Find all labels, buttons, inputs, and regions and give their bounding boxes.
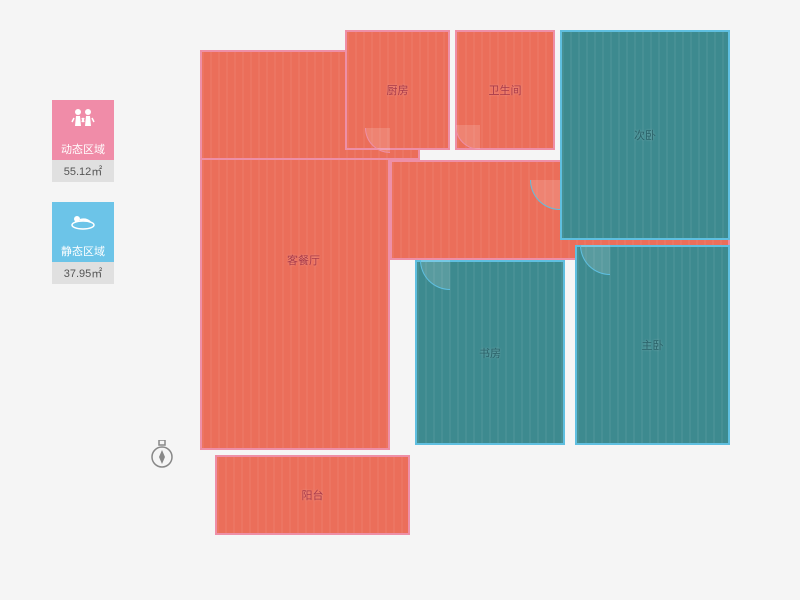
static-zone-icon <box>52 202 114 240</box>
room-kitchen: 厨房 <box>345 30 450 150</box>
room-study: 书房 <box>415 260 565 445</box>
static-label: 静态区域 <box>52 240 114 262</box>
floorplan: 客餐厅 厨房 卫生间阳台 次卧书房 主卧 <box>190 20 750 570</box>
legend-panel: 动态区域 55.12㎡ 静态区域 37.95㎡ <box>52 100 114 304</box>
room-label-kitchen: 厨房 <box>387 82 409 98</box>
room-label-bedroom2: 次卧 <box>634 127 656 143</box>
room-label-master: 主卧 <box>642 337 664 353</box>
room-master: 主卧 <box>575 245 730 445</box>
dynamic-zone-icon <box>52 100 114 138</box>
legend-dynamic: 动态区域 55.12㎡ <box>52 100 114 182</box>
room-balcony: 阳台 <box>215 455 410 535</box>
room-label-study: 书房 <box>479 345 501 361</box>
room-label-bathroom: 卫生间 <box>489 82 522 98</box>
dynamic-label: 动态区域 <box>52 138 114 160</box>
legend-static: 静态区域 37.95㎡ <box>52 202 114 284</box>
room-label-balcony: 阳台 <box>302 487 324 503</box>
compass-icon <box>150 440 174 464</box>
static-value: 37.95㎡ <box>52 262 114 284</box>
dynamic-value: 55.12㎡ <box>52 160 114 182</box>
room-bedroom2: 次卧 <box>560 30 730 240</box>
room-label-living: 客餐厅 <box>287 252 320 268</box>
